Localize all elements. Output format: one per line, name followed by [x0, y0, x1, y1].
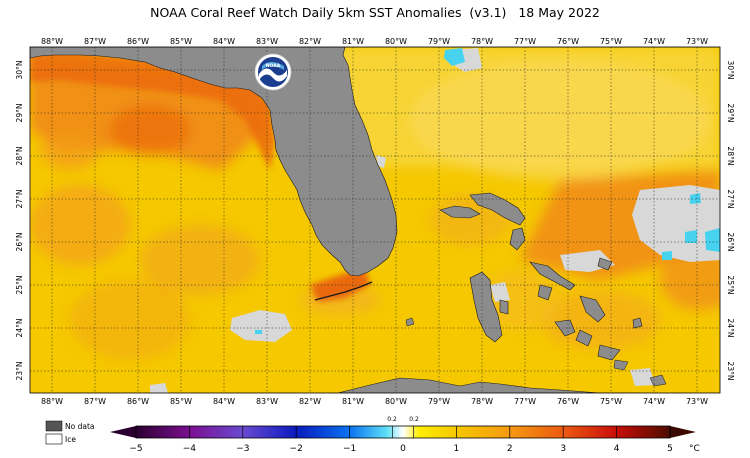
- lon-label: 88°W: [41, 397, 63, 406]
- florida-land: [30, 47, 720, 277]
- ice-label: Ice: [65, 435, 76, 444]
- lon-label: 77°W: [514, 37, 536, 46]
- lon-label: 85°W: [170, 397, 192, 406]
- lon-label: 88°W: [41, 37, 63, 46]
- lat-label: 29°N: [15, 104, 24, 123]
- lat-labels-right: 30°N 29°N 28°N 27°N 26°N 25°N 24°N 23°N: [726, 61, 735, 381]
- lat-label: 27°N: [726, 190, 735, 209]
- lat-label: 24°N: [15, 319, 24, 338]
- lon-label: 80°W: [385, 37, 407, 46]
- lon-label: 80°W: [385, 397, 407, 406]
- lon-label: 75°W: [600, 37, 622, 46]
- colorbar-small-tick: 0.2: [409, 416, 419, 423]
- lat-label: 27°N: [15, 190, 24, 209]
- map-area: [30, 47, 720, 393]
- lon-label: 74°W: [643, 37, 665, 46]
- lon-label: 84°W: [213, 397, 235, 406]
- map-title: NOAA Coral Reef Watch Daily 5km SST Anom…: [150, 5, 600, 20]
- lon-label: 83°W: [256, 397, 278, 406]
- lon-label: 87°W: [84, 397, 106, 406]
- lat-label: 25°N: [726, 276, 735, 295]
- lat-label: 28°N: [15, 147, 24, 166]
- lon-label: 76°W: [557, 397, 579, 406]
- ice-swatch: [45, 433, 63, 445]
- lon-label: 73°W: [686, 397, 708, 406]
- colorbar-tick: −4: [183, 444, 197, 454]
- lat-label: 26°N: [15, 233, 24, 252]
- colorbar-unit: °C: [689, 444, 700, 454]
- lon-label: 73°W: [686, 37, 708, 46]
- colorbar-small-tick: 0.2: [387, 416, 397, 423]
- bahamas-islands: [439, 192, 643, 361]
- lon-label: 75°W: [600, 397, 622, 406]
- colorbar-high-arrow: [670, 426, 696, 438]
- lon-label: 83°W: [256, 37, 278, 46]
- lat-label: 24°N: [726, 319, 735, 338]
- colorbar-tick: 2: [507, 444, 513, 454]
- lon-label: 82°W: [299, 37, 321, 46]
- cuba-land: [337, 377, 641, 393]
- lon-label: 81°W: [342, 37, 364, 46]
- colorbar-tick: 5: [667, 444, 673, 454]
- lon-label: 78°W: [471, 37, 493, 46]
- colorbar-tick: 1: [454, 444, 460, 454]
- legend: No data Ice: [45, 420, 94, 445]
- colorbar-scale: [136, 426, 670, 438]
- lat-label: 23°N: [726, 362, 735, 381]
- lon-label: 81°W: [342, 397, 364, 406]
- lat-label: 30°N: [15, 61, 24, 80]
- cool-anomaly-spots: [255, 48, 720, 334]
- lon-label: 79°W: [428, 397, 450, 406]
- colorbar-low-arrow: [110, 426, 136, 438]
- colorbar-tick: −2: [290, 444, 303, 454]
- lon-label: 78°W: [471, 397, 493, 406]
- lon-label: 74°W: [643, 397, 665, 406]
- lon-label: 86°W: [127, 37, 149, 46]
- colorbar-tick: −1: [343, 444, 356, 454]
- lon-label: 84°W: [213, 37, 235, 46]
- lat-label: 26°N: [726, 233, 735, 252]
- florida-keys: [314, 281, 373, 301]
- lat-label: 28°N: [726, 147, 735, 166]
- no-data-swatch: [45, 420, 63, 432]
- lon-labels-bottom: 88°W 87°W 86°W 85°W 84°W 83°W 82°W 81°W …: [41, 397, 708, 406]
- graticule: [30, 47, 720, 393]
- lat-label: 30°N: [726, 61, 735, 80]
- lon-label: 76°W: [557, 37, 579, 46]
- no-data-label: No data: [65, 422, 94, 431]
- no-data-patches: [150, 48, 720, 393]
- colorbar-tick: −3: [236, 444, 249, 454]
- map-frame: [29, 46, 721, 394]
- lon-label: 85°W: [170, 37, 192, 46]
- colorbar-tick: 4: [614, 444, 620, 454]
- lon-label: 79°W: [428, 37, 450, 46]
- lon-label: 82°W: [299, 397, 321, 406]
- lat-label: 23°N: [15, 362, 24, 381]
- lat-label: 29°N: [726, 104, 735, 123]
- lat-label: 25°N: [15, 276, 24, 295]
- lon-label: 77°W: [514, 397, 536, 406]
- logo-text: NOAA: [266, 63, 281, 69]
- noaa-logo: NOAA: [254, 53, 292, 91]
- colorbar-tick: 0: [400, 444, 406, 454]
- lon-label: 87°W: [84, 37, 106, 46]
- colorbar-tick: −5: [129, 444, 142, 454]
- lat-labels-left: 30°N 29°N 28°N 27°N 26°N 25°N 24°N 23°N: [15, 61, 24, 381]
- lon-label: 86°W: [127, 397, 149, 406]
- florida-bay-warm: [310, 268, 370, 302]
- colorbar: 0.2 0.2 −5 −4 −3 −2 −1 0 1 2 3 4 5 °C: [110, 416, 700, 454]
- colorbar-tick: 3: [560, 444, 566, 454]
- lon-labels-top: 88°W 87°W 86°W 85°W 84°W 83°W 82°W 81°W …: [41, 37, 708, 46]
